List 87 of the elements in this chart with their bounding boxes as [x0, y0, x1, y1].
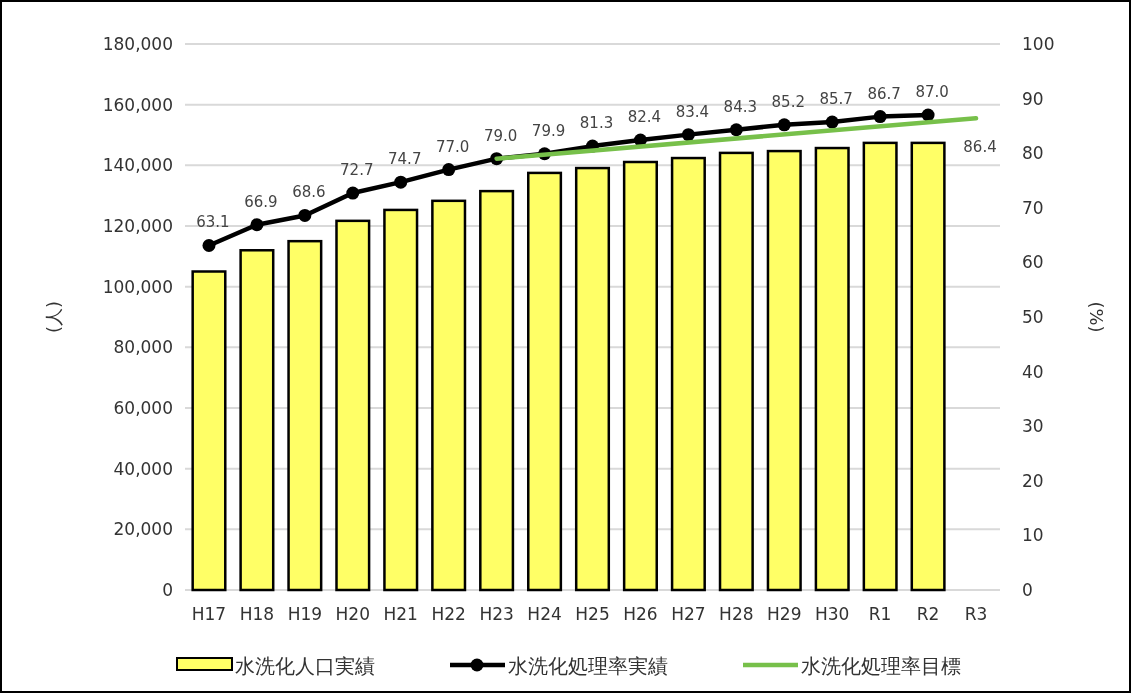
y2-tick-label: 10 [1022, 525, 1044, 546]
bar [670, 156, 706, 592]
x-tick-label: H25 [575, 604, 610, 624]
data-label: 72.7 [340, 161, 374, 180]
bar [574, 166, 611, 592]
data-label: 85.2 [771, 92, 805, 111]
bar [622, 160, 658, 592]
bar [910, 141, 946, 592]
y-tick-label: 140,000 [102, 155, 173, 176]
bar [766, 149, 802, 592]
y-tick-label: 100,000 [102, 276, 173, 297]
x-tick-label: R2 [916, 604, 940, 624]
x-tick-label: H22 [431, 604, 466, 624]
x-tick-label: H21 [383, 604, 418, 624]
y-tick-label: 0 [162, 580, 173, 600]
x-tick-label: H17 [191, 604, 227, 624]
data-label: 68.6 [292, 183, 326, 202]
y-tick-label: 20,000 [113, 519, 173, 540]
bar [862, 141, 898, 592]
bar [287, 239, 323, 592]
data-label: 86.7 [867, 84, 901, 103]
y-tick-label: 40,000 [113, 458, 173, 479]
bar [814, 146, 850, 592]
bar [191, 270, 227, 592]
x-tick-label: H19 [287, 604, 323, 624]
point [346, 186, 360, 200]
y2-tick-label: 70 [1022, 197, 1044, 218]
data-label: 84.3 [723, 97, 758, 116]
point [250, 218, 264, 232]
legend-label: 水洗化処理率実績 [508, 654, 668, 678]
y-tick-label: 60,000 [113, 398, 173, 418]
x-tick-label: H28 [719, 604, 754, 624]
y2-tick-label: 80 [1022, 143, 1044, 164]
legend-label: 水洗化処理率目標 [801, 654, 961, 678]
bar [239, 249, 275, 592]
data-label: 86.4 [963, 138, 997, 157]
x-tick-label: H23 [479, 604, 514, 624]
x-tick-label: H20 [335, 604, 371, 624]
x-tick-label: H29 [767, 604, 802, 624]
y2-tick-label: 60 [1022, 252, 1044, 273]
data-label: 77.0 [435, 137, 470, 156]
y2-tick-label: 20 [1022, 470, 1044, 491]
bar [431, 199, 467, 592]
data-label: 83.4 [675, 102, 710, 121]
point [442, 163, 456, 177]
y-tick-label: 160,000 [102, 94, 173, 115]
y2-tick-label: 40 [1022, 361, 1044, 382]
point [825, 115, 839, 129]
y2-tick-label: 0 [1022, 580, 1033, 600]
x-tick-label: H26 [623, 604, 658, 624]
point [777, 118, 791, 132]
y2-tick-label: 50 [1022, 307, 1044, 327]
x-tick-label: H18 [239, 604, 275, 624]
data-label: 74.7 [388, 150, 422, 169]
y2-tick-label: 30 [1022, 416, 1044, 437]
point [298, 208, 312, 222]
y2-tick-label: 100 [1022, 34, 1055, 54]
bar [718, 151, 754, 592]
data-label: 79.9 [531, 121, 566, 140]
y2-axis-title: (%) [1086, 301, 1107, 333]
data-label: 66.9 [244, 192, 278, 211]
data-label: 85.7 [819, 90, 853, 109]
bar [527, 171, 563, 592]
point [729, 123, 743, 137]
data-label: 79.0 [483, 126, 518, 145]
data-label: 87.0 [915, 82, 949, 101]
bar [335, 219, 371, 592]
y-tick-label: 180,000 [102, 34, 173, 54]
bar [383, 208, 419, 592]
point [681, 128, 695, 142]
point [202, 238, 216, 252]
data-label: 82.4 [627, 108, 662, 127]
x-tick-label: H24 [527, 604, 562, 624]
data-label: 63.1 [196, 213, 230, 232]
y-tick-label: 120,000 [102, 216, 173, 236]
y-axis-title: (人) [43, 300, 64, 334]
x-tick-label: R3 [964, 604, 988, 624]
x-tick-label: R1 [868, 604, 892, 624]
x-tick-label: H30 [814, 604, 850, 624]
y2-tick-label: 90 [1022, 88, 1044, 109]
x-tick-label: H27 [671, 604, 706, 624]
y-tick-label: 80,000 [113, 337, 173, 358]
data-label: 81.3 [579, 114, 614, 133]
point [394, 175, 408, 189]
bar [479, 189, 515, 592]
legend-label: 水洗化人口実績 [235, 654, 375, 678]
point [873, 110, 887, 124]
